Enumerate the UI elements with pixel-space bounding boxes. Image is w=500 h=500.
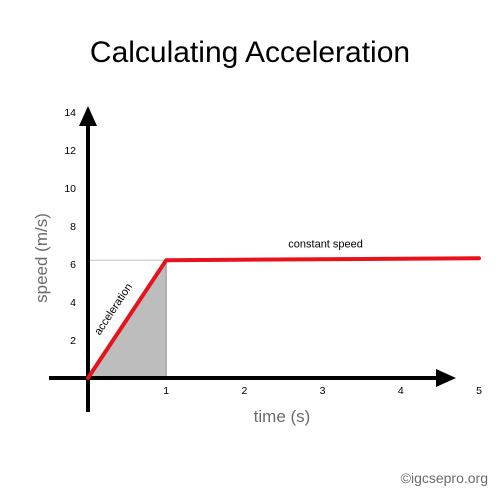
x-tick-label: 4 [398, 385, 404, 397]
y-tick-label: 8 [70, 221, 76, 233]
x-tick-label: 1 [163, 385, 169, 397]
y-tick-label: 12 [64, 145, 76, 157]
plot-area [49, 106, 481, 412]
series-line [86, 256, 481, 380]
x-tick-label: 3 [320, 385, 326, 397]
y-tick-label: 6 [70, 259, 76, 271]
chart-title: Calculating Acceleration [90, 36, 410, 69]
y-tick-label: 10 [64, 183, 76, 195]
x-axis-arrowhead [436, 369, 456, 387]
y-axis-arrowhead [79, 106, 97, 126]
x-axis-title: time (s) [254, 407, 311, 426]
y-tick-label: 4 [70, 297, 76, 309]
y-axis-title: speed (m/s) [32, 213, 51, 303]
y-tick-label: 14 [64, 107, 76, 119]
y-tick-label: 2 [70, 335, 76, 347]
x-tick-label: 2 [241, 385, 247, 397]
constant-speed-annotation: constant speed [288, 238, 363, 250]
credit-text: ©igcsepro.org [401, 470, 488, 486]
x-tick-label: 5 [476, 385, 482, 397]
